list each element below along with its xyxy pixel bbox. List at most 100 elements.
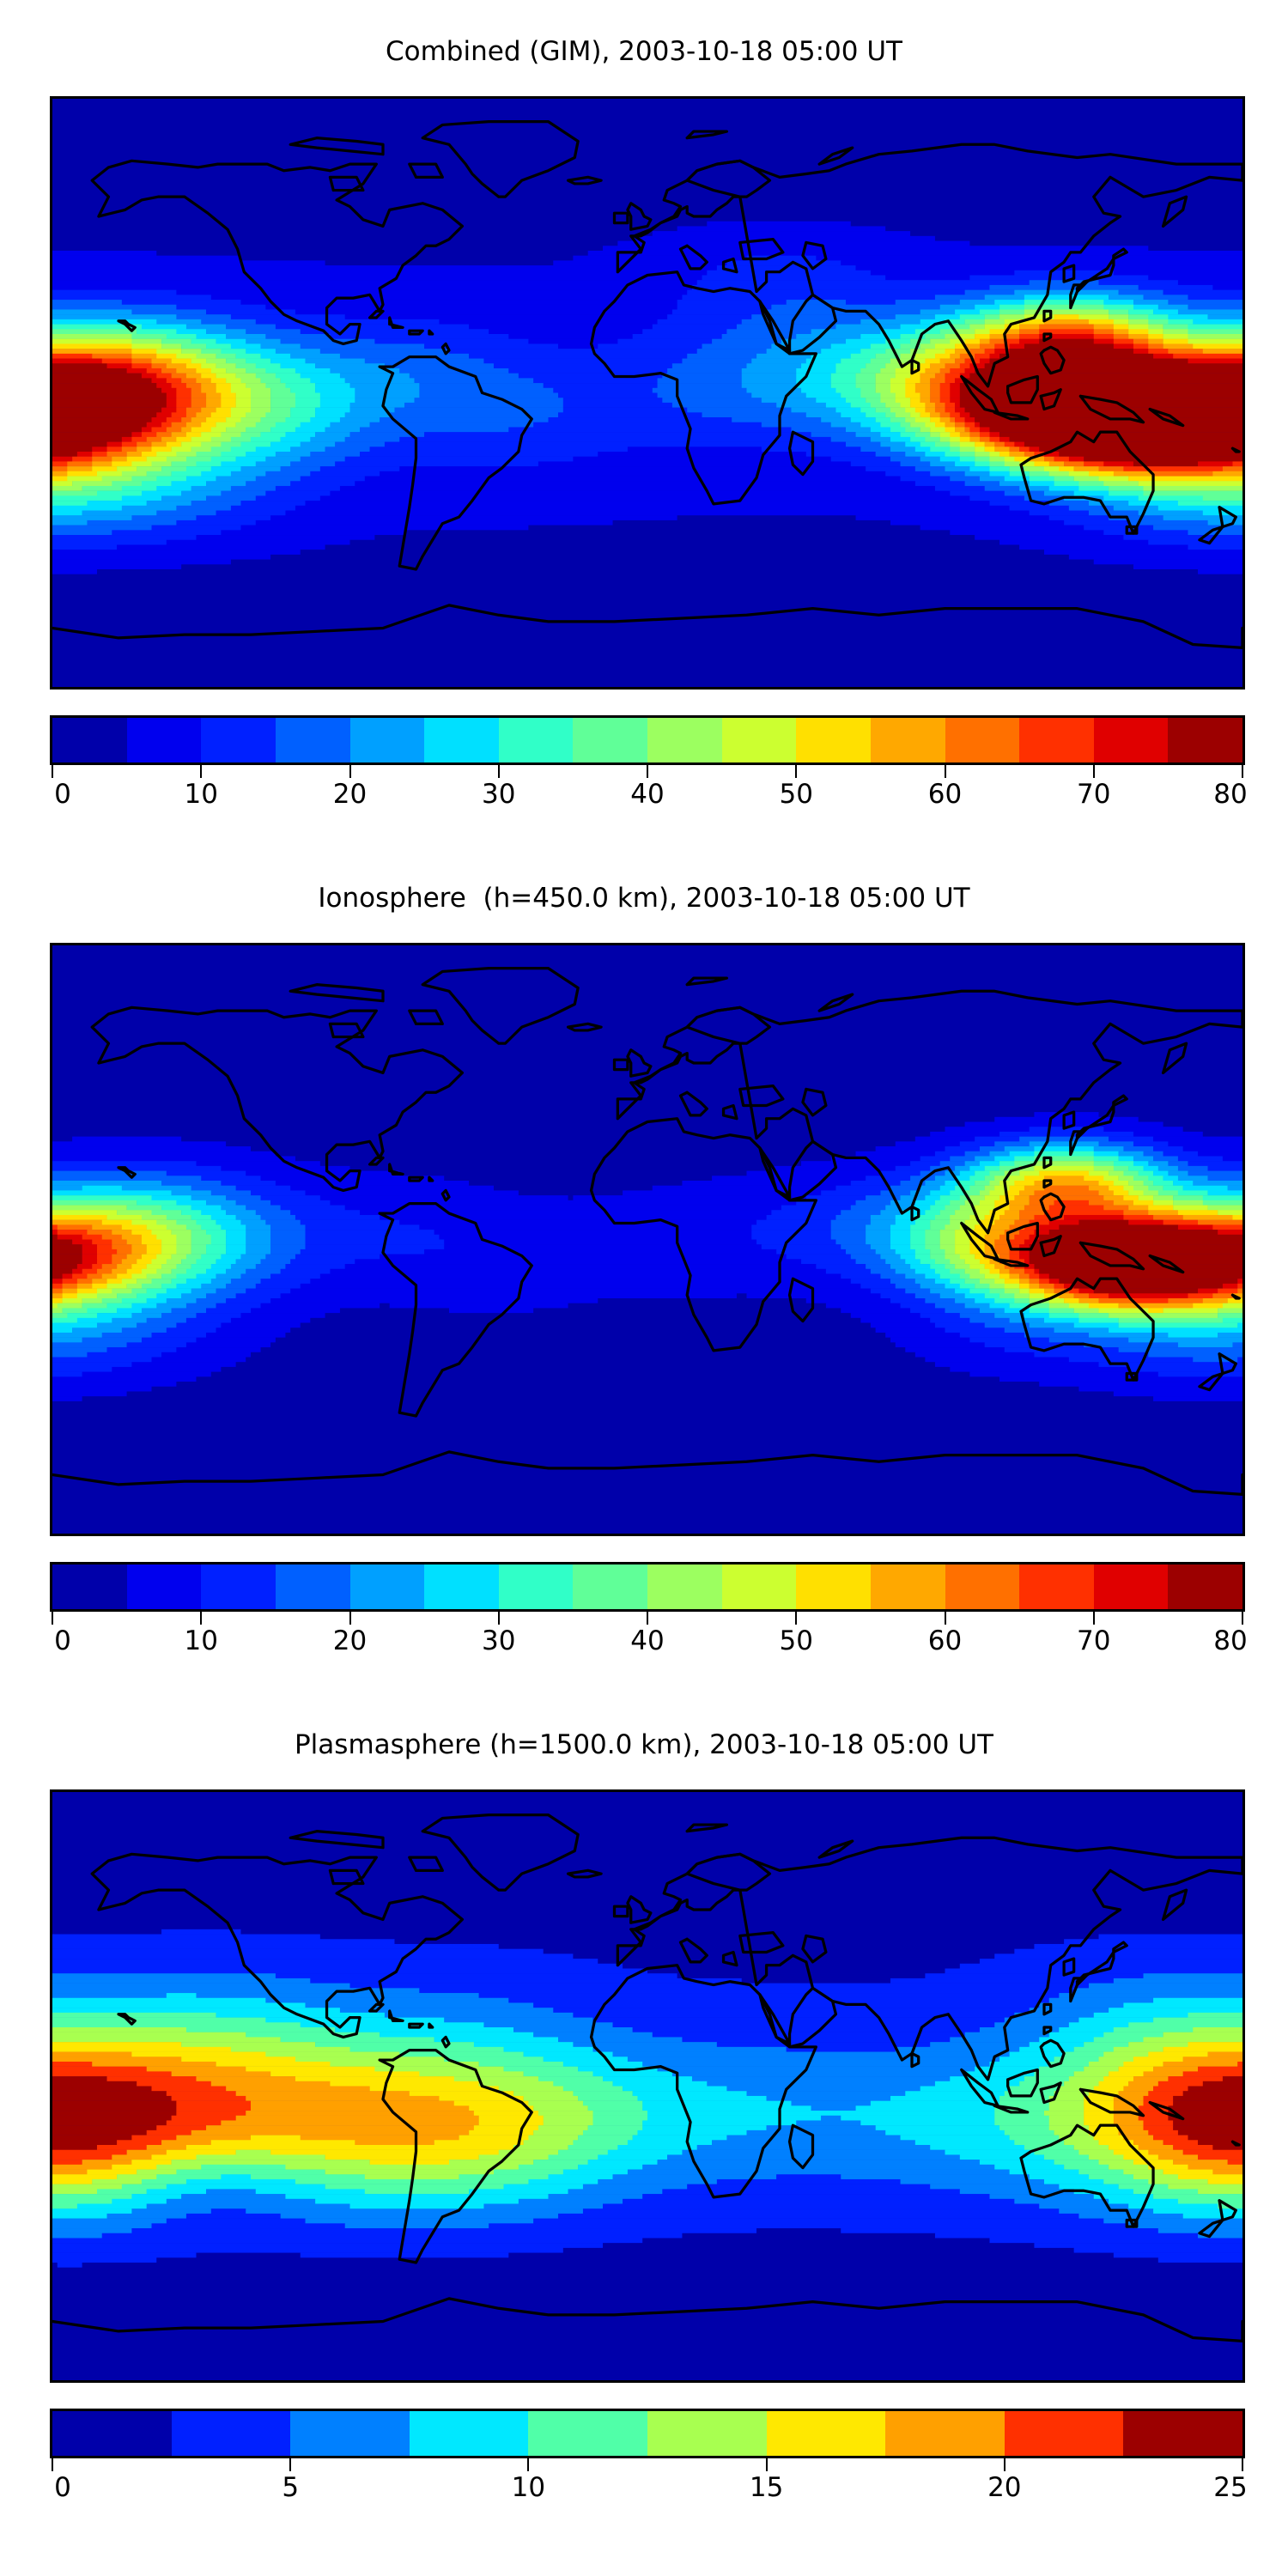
colorbar-tick-label: 50 bbox=[779, 779, 813, 810]
colorbar-tick-label: 20 bbox=[987, 2472, 1022, 2503]
panel-plasmasphere: Plasmasphere (h=1500.0 km), 2003-10-18 0… bbox=[0, 1693, 1288, 2576]
colorbar-band-11 bbox=[870, 1564, 945, 1609]
colorbar-tick bbox=[647, 1612, 648, 1625]
colorbar-band-1 bbox=[126, 718, 202, 762]
colorbar-band-8 bbox=[647, 718, 722, 762]
colorbar-tick bbox=[497, 1612, 500, 1625]
colorbar-band-10 bbox=[796, 1564, 871, 1609]
colorbar-tick-label: 60 bbox=[927, 1625, 963, 1656]
colorbar-tick-label: 25 bbox=[1213, 2472, 1248, 2503]
contour-field bbox=[52, 945, 1242, 1534]
colorbar-band-0 bbox=[52, 1564, 127, 1609]
colorbar-tick-label: 40 bbox=[630, 779, 665, 810]
colorbar-tick-label: 30 bbox=[482, 779, 516, 810]
colorbar-tick-label: 0 bbox=[54, 2472, 71, 2503]
colorbar-ticks-plasmasphere bbox=[50, 2458, 1245, 2472]
colorbar-ticks-combined bbox=[50, 765, 1245, 779]
colorbar-band-12 bbox=[945, 1564, 1020, 1609]
colorbar-band-1 bbox=[171, 2411, 291, 2456]
panel-title-plasmasphere: Plasmasphere (h=1500.0 km), 2003-10-18 0… bbox=[294, 1729, 993, 1760]
colorbar-tick bbox=[52, 1612, 53, 1625]
colorbar-tick-label: 60 bbox=[927, 779, 963, 810]
colorbar-tick bbox=[349, 765, 351, 778]
colorbar-band-8 bbox=[647, 1564, 722, 1609]
colorbar-band-3 bbox=[275, 1564, 350, 1609]
colorbar-band-6 bbox=[766, 2411, 886, 2456]
colorbar-tick-label: 20 bbox=[332, 1625, 368, 1656]
colorbar-tick bbox=[1242, 765, 1243, 778]
colorbar-tick bbox=[52, 765, 53, 778]
colorbar-band-9 bbox=[721, 718, 797, 762]
colorbar-band-3 bbox=[409, 2411, 529, 2456]
colorbar-band-8 bbox=[1004, 2411, 1124, 2456]
colorbar-tick-label: 50 bbox=[779, 1625, 813, 1656]
colorbar-ticklabels-combined: 0 10 20 30 40 50 60 70 80 bbox=[50, 779, 1248, 813]
colorbar-tick-label: 40 bbox=[630, 1625, 665, 1656]
coastlines bbox=[52, 120, 1242, 649]
colorbar-band-7 bbox=[885, 2411, 1005, 2456]
colorbar-band-15 bbox=[1168, 718, 1242, 762]
colorbar-tick bbox=[527, 2458, 530, 2471]
colorbar-tick-label: 5 bbox=[282, 2472, 300, 2503]
colorbar-band-0 bbox=[52, 718, 127, 762]
colorbar-band-4 bbox=[349, 718, 425, 762]
coastlines bbox=[52, 1814, 1242, 2342]
panel-ionosphere: Ionosphere (h=450.0 km), 2003-10-18 05:0… bbox=[0, 847, 1288, 1705]
map-combined-gim bbox=[50, 96, 1245, 690]
colorbar-band-4 bbox=[349, 1564, 425, 1609]
colorbar-band-7 bbox=[573, 718, 647, 762]
map-canvas-combined bbox=[52, 99, 1242, 687]
map-ionosphere bbox=[50, 943, 1245, 1536]
colorbar-tick-label: 0 bbox=[54, 1625, 71, 1656]
colorbar-tick bbox=[497, 765, 500, 778]
colorbar-band-3 bbox=[275, 718, 350, 762]
colorbar-tick bbox=[1003, 2458, 1005, 2471]
colorbar-tick bbox=[200, 765, 203, 778]
colorbar-band-5 bbox=[424, 718, 499, 762]
panel-combined-gim: Combined (GIM), 2003-10-18 05:00 UT 0 10 2… bbox=[0, 0, 1288, 859]
contour-field bbox=[52, 1792, 1242, 2380]
colorbar-band-14 bbox=[1093, 1564, 1169, 1609]
colorbar-tick-label: 30 bbox=[482, 1625, 516, 1656]
colorbar-strip-ionosphere bbox=[50, 1562, 1245, 1612]
colorbar-band-4 bbox=[528, 2411, 647, 2456]
colorbar-band-12 bbox=[945, 718, 1020, 762]
colorbar-band-6 bbox=[498, 1564, 574, 1609]
colorbar-tick bbox=[289, 2458, 292, 2471]
colorbar-band-9 bbox=[1123, 2411, 1242, 2456]
colorbar-band-2 bbox=[201, 1564, 276, 1609]
map-plasmasphere bbox=[50, 1789, 1245, 2383]
colorbar-tick-label: 0 bbox=[54, 779, 71, 810]
colorbar-band-5 bbox=[647, 2411, 767, 2456]
colorbar-tick bbox=[795, 1612, 798, 1625]
colorbar-tick bbox=[52, 2458, 53, 2471]
colorbar-band-6 bbox=[498, 718, 574, 762]
colorbar-tick bbox=[349, 1612, 351, 1625]
colorbar-tick-label: 70 bbox=[1077, 779, 1111, 810]
colorbar-ticks-ionosphere bbox=[50, 1612, 1245, 1625]
colorbar-tick-label: 10 bbox=[511, 2472, 546, 2503]
colorbar-combined: 0 10 20 30 40 50 60 70 80 bbox=[50, 715, 1248, 813]
colorbar-ionosphere: 0 10 20 30 40 50 60 70 80 bbox=[50, 1562, 1248, 1660]
colorbar-band-10 bbox=[796, 718, 871, 762]
contour-field bbox=[52, 99, 1242, 687]
colorbar-tick bbox=[765, 2458, 768, 2471]
colorbar-band-5 bbox=[424, 1564, 499, 1609]
colorbar-tick-label: 15 bbox=[749, 2472, 784, 2503]
colorbar-tick-label: 80 bbox=[1213, 779, 1248, 810]
map-canvas-plasmasphere bbox=[52, 1792, 1242, 2380]
colorbar-tick-label: 10 bbox=[184, 779, 218, 810]
colorbar-tick bbox=[1242, 2458, 1243, 2471]
colorbar-band-9 bbox=[721, 1564, 797, 1609]
colorbar-band-11 bbox=[870, 718, 945, 762]
colorbar-tick-label: 10 bbox=[184, 1625, 218, 1656]
colorbar-band-14 bbox=[1093, 718, 1169, 762]
colorbar-strip-combined bbox=[50, 715, 1245, 765]
colorbar-tick bbox=[795, 765, 798, 778]
colorbar-strip-plasmasphere bbox=[50, 2409, 1245, 2458]
colorbar-ticklabels-ionosphere: 0 10 20 30 40 50 60 70 80 bbox=[50, 1625, 1248, 1660]
panel-title-ionosphere: Ionosphere (h=450.0 km), 2003-10-18 05:0… bbox=[318, 883, 970, 914]
colorbar-tick bbox=[944, 1612, 946, 1625]
colorbar-plasmasphere: 0 5 10 15 20 25 bbox=[50, 2409, 1248, 2506]
